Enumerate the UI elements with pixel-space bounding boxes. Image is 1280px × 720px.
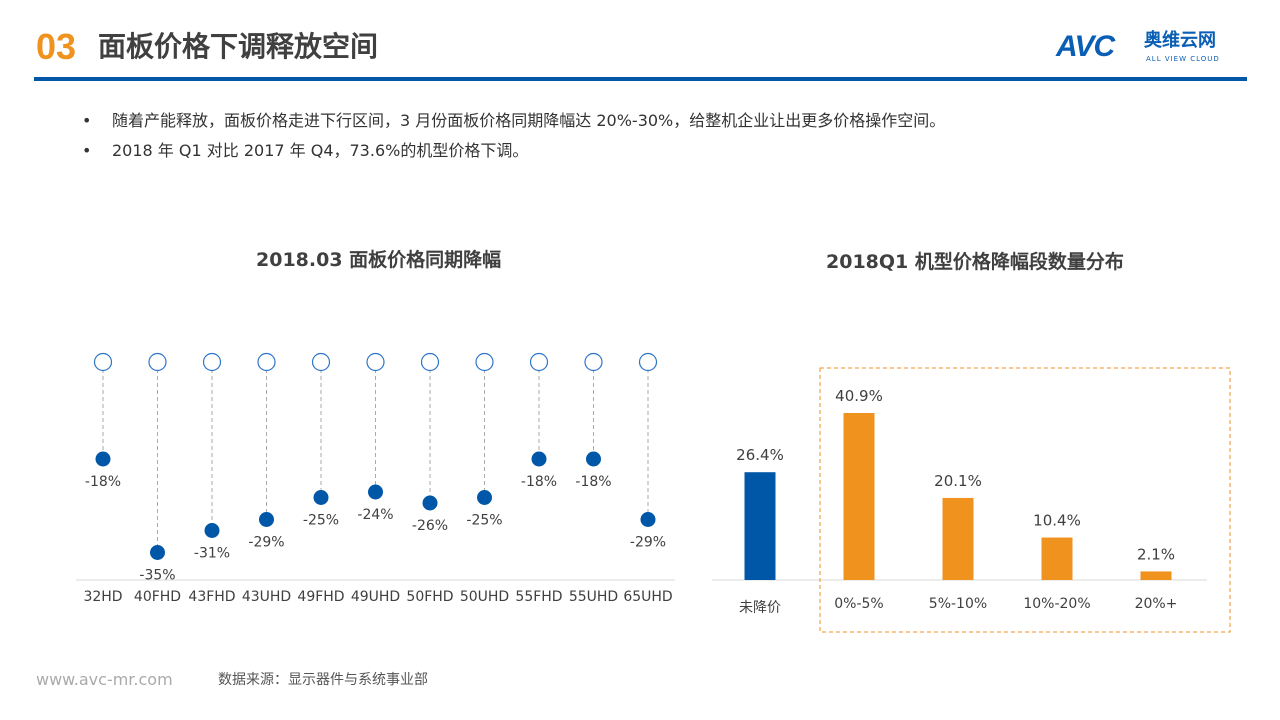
- x-tick-label: 未降价: [739, 600, 781, 616]
- reference-point: [93, 352, 113, 372]
- x-tick-label: 10%-20%: [1023, 596, 1090, 612]
- data-label: 10.4%: [1033, 512, 1081, 530]
- bullet-item: • 随着产能释放，面板价格走进下行区间，3 月份面板价格同期降幅达 20%-30%…: [82, 111, 946, 130]
- data-point: [259, 512, 274, 527]
- x-tick-label: 49FHD: [297, 589, 344, 605]
- x-tick-label: 49UHD: [351, 589, 400, 605]
- section-number: 03: [36, 26, 77, 67]
- x-tick-label: 40FHD: [134, 589, 181, 605]
- data-point: [313, 490, 329, 505]
- chart2-title: 2018Q1 机型价格降幅段数量分布: [826, 251, 1124, 273]
- data-label: -25%: [303, 513, 339, 529]
- data-point: [640, 512, 656, 527]
- x-tick-label: 43FHD: [188, 589, 235, 605]
- data-label: -18%: [575, 474, 611, 490]
- data-label: -35%: [139, 568, 175, 584]
- data-point: [531, 451, 547, 467]
- data-label: 40.9%: [835, 387, 883, 405]
- reference-point: [148, 352, 167, 372]
- title-divider: [34, 77, 1247, 81]
- x-tick-label: 55UHD: [569, 589, 618, 605]
- bar: [1140, 571, 1172, 580]
- reference-point: [475, 352, 494, 372]
- bar: [744, 472, 776, 580]
- page-title: 面板价格下调释放空间: [98, 30, 379, 63]
- data-label: -26%: [412, 518, 448, 534]
- highlight-box: [819, 367, 1231, 633]
- footer-url: www.avc-mr.com: [36, 670, 173, 689]
- x-tick-label: 55FHD: [515, 589, 562, 605]
- chart1-title: 2018.03 面板价格同期降幅: [256, 249, 502, 271]
- logo-name-cn: 奥维云网: [1144, 30, 1216, 51]
- bullet-item: • 2018 年 Q1 对比 2017 年 Q4，73.6%的机型价格下调。: [82, 141, 529, 160]
- data-label: -18%: [521, 474, 557, 490]
- logo-name-en: ALL VIEW CLOUD: [1146, 55, 1220, 63]
- reference-point: [529, 352, 549, 372]
- reference-point: [257, 352, 276, 372]
- reference-point: [638, 352, 658, 372]
- data-point: [477, 490, 492, 505]
- reference-point: [366, 352, 385, 372]
- bar: [942, 497, 974, 580]
- data-label: 26.4%: [736, 446, 784, 464]
- data-point: [95, 451, 111, 467]
- bullet-text: 随着产能释放，面板价格走进下行区间，3 月份面板价格同期降幅达 20%-30%，…: [112, 111, 946, 130]
- x-tick-label: 50UHD: [460, 589, 509, 605]
- bar: [1041, 537, 1073, 580]
- bar: [843, 413, 875, 580]
- data-point: [422, 495, 438, 511]
- data-point: [586, 451, 601, 467]
- data-label: 2.1%: [1137, 545, 1175, 563]
- data-point: [368, 484, 383, 500]
- data-label: -31%: [194, 546, 230, 562]
- x-tick-label: 43UHD: [242, 589, 291, 605]
- data-label: -18%: [85, 474, 121, 490]
- avc-logo: AVC 奥维云网 ALL VIEW CLOUD: [1056, 30, 1256, 70]
- data-point: [204, 523, 220, 538]
- reference-point: [584, 352, 603, 372]
- reference-point: [202, 352, 222, 372]
- data-label: -29%: [630, 535, 666, 551]
- x-tick-label: 32HD: [83, 589, 122, 605]
- data-point: [150, 545, 165, 560]
- x-tick-label: 20%+: [1135, 596, 1178, 612]
- data-label: -25%: [466, 513, 502, 529]
- x-tick-label: 0%-5%: [834, 596, 883, 612]
- data-label: 20.1%: [934, 472, 982, 490]
- reference-point: [311, 352, 331, 372]
- reference-point: [420, 352, 440, 372]
- data-label: -24%: [357, 507, 393, 523]
- x-tick-label: 50FHD: [406, 589, 453, 605]
- logo-mark: AVC: [1056, 30, 1115, 63]
- bullet-text: 2018 年 Q1 对比 2017 年 Q4，73.6%的机型价格下调。: [112, 141, 529, 160]
- footer-source: 数据来源：显示器件与系统事业部: [218, 672, 428, 688]
- x-tick-label: 65UHD: [623, 589, 672, 605]
- x-tick-label: 5%-10%: [929, 596, 987, 612]
- data-label: -29%: [248, 535, 284, 551]
